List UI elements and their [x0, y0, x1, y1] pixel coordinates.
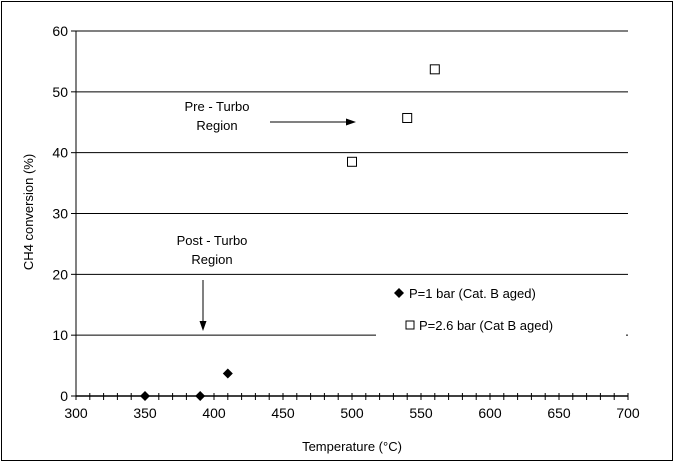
point-series-2-2 [429, 64, 440, 75]
legend-label-series-2: P=2.6 bar (Cat B aged) [419, 318, 553, 333]
legend-box [376, 276, 626, 346]
legend: P=1 bar (Cat. B aged) P=2.6 bar (Cat B a… [376, 276, 626, 346]
post-turbo-label-line2: Region [191, 252, 232, 267]
y-tick-label-30: 30 [52, 206, 68, 222]
x-tick-label-600: 600 [478, 405, 502, 421]
y-tick-label-10: 10 [52, 327, 68, 343]
y-tick-label-40: 40 [52, 145, 68, 161]
x-tick-label-700: 700 [616, 405, 640, 421]
x-tick-labels: 300 350 400 450 500 550 600 650 700 [64, 405, 640, 421]
x-tick-label-550: 550 [409, 405, 433, 421]
pre-turbo-label-line1: Pre - Turbo [184, 99, 249, 114]
post-turbo-arrowhead [199, 321, 207, 331]
x-tick-label-300: 300 [64, 405, 88, 421]
pre-turbo-label-line2: Region [196, 118, 237, 133]
data-points [140, 64, 440, 401]
x-axis-label: Temperature (°C) [302, 439, 402, 454]
y-axis-label: CH4 conversion (%) [21, 154, 36, 270]
point-series-2-0 [347, 156, 357, 167]
y-tick-label-20: 20 [52, 266, 68, 282]
y-tick-labels: 0 10 20 30 40 50 60 [52, 23, 68, 404]
x-tick-label-500: 500 [340, 405, 364, 421]
point-series-2-1 [402, 112, 413, 123]
x-tick-label-650: 650 [547, 405, 571, 421]
gridlines [71, 30, 628, 397]
y-tick-label-0: 0 [60, 388, 68, 404]
y-tick-label-60: 60 [52, 23, 68, 39]
point-series-1-1 [195, 391, 206, 401]
pre-turbo-annotation: Pre - Turbo Region [184, 99, 356, 133]
y-tick-label-50: 50 [52, 84, 68, 100]
x-tick-label-350: 350 [133, 405, 157, 421]
legend-marker-series-2 [405, 320, 415, 330]
point-series-1-0 [140, 391, 150, 401]
post-turbo-label-line1: Post - Turbo [177, 233, 248, 248]
point-series-1-2 [222, 368, 233, 379]
legend-marker-series-1 [394, 288, 404, 298]
x-tick-label-400: 400 [202, 405, 226, 421]
x-tick-label-450: 450 [271, 405, 295, 421]
post-turbo-annotation: Post - Turbo Region [177, 233, 248, 331]
legend-label-series-1: P=1 bar (Cat. B aged) [409, 286, 536, 301]
x-minor-ticks [75, 393, 629, 400]
pre-turbo-arrowhead [346, 118, 356, 126]
